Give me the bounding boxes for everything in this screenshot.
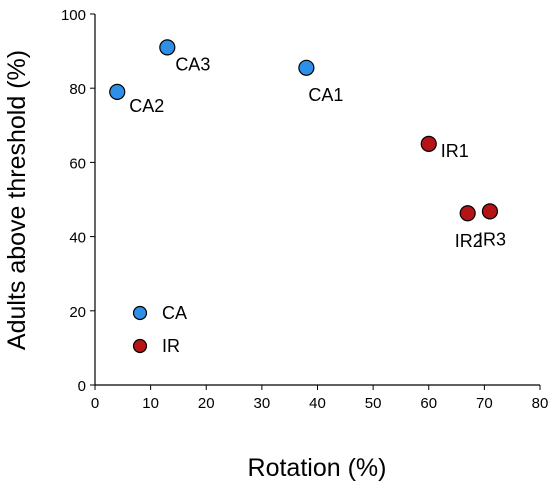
data-point-ir2 <box>459 205 476 222</box>
point-label-ir2: IR2 <box>455 231 483 251</box>
x-tick-label: 70 <box>476 395 493 412</box>
data-point-ca1 <box>298 59 315 76</box>
x-tick-label: 50 <box>365 395 382 412</box>
point-label-ir3: IR3 <box>478 229 506 249</box>
x-tick-label: 80 <box>532 395 549 412</box>
y-tick-label: 60 <box>69 155 86 172</box>
x-tick-label: 30 <box>254 395 271 412</box>
x-tick-label: 40 <box>309 395 326 412</box>
data-point-ca3 <box>159 39 176 56</box>
x-tick-label: 10 <box>142 395 159 412</box>
legend-marker-ir <box>132 338 148 354</box>
x-tick-label: 20 <box>198 395 215 412</box>
point-label-ca1: CA1 <box>308 85 343 105</box>
data-point-ir3 <box>481 203 499 220</box>
legend-label-ir: IR <box>162 336 180 356</box>
y-tick-label: 40 <box>69 230 86 247</box>
data-point-ir1 <box>420 135 437 152</box>
legend-marker-ca <box>132 305 148 321</box>
y-tick-label: 100 <box>61 7 86 24</box>
y-tick-label: 80 <box>69 81 86 98</box>
y-axis-label: Adults above threshold (%) <box>3 50 31 350</box>
x-axis-label: Rotation (%) <box>248 454 387 482</box>
chart-legend: CA IR <box>132 303 187 356</box>
x-tick-label: 60 <box>420 395 437 412</box>
x-tick-label: 0 <box>91 395 99 412</box>
y-tick-label: 0 <box>78 378 86 395</box>
chart-axes: 0 10 20 30 40 50 60 70 80 0 20 40 60 80 100 <box>61 7 548 412</box>
point-label-ca2: CA2 <box>129 96 164 116</box>
point-label-ir1: IR1 <box>441 141 469 161</box>
data-point-ca2 <box>109 83 126 101</box>
point-label-ca3: CA3 <box>175 54 210 74</box>
legend-label-ca: CA <box>162 303 187 323</box>
y-tick-label: 20 <box>69 304 86 321</box>
